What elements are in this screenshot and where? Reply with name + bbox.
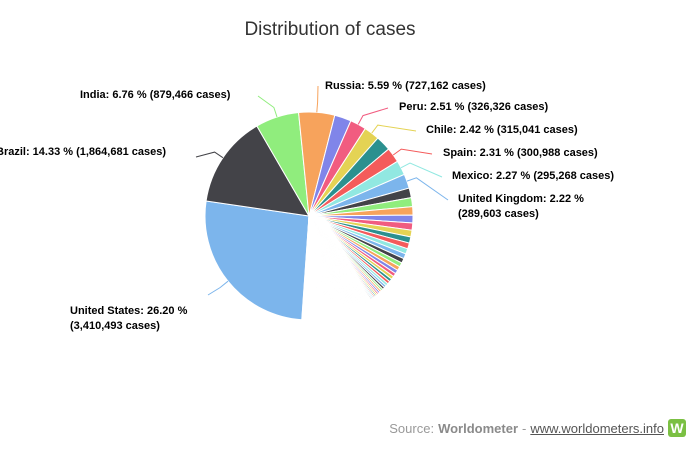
connector-united-states	[207, 280, 229, 296]
connector-spain	[392, 148, 433, 156]
connector-mexico	[400, 162, 443, 178]
connector-brazil	[195, 151, 224, 159]
data-label-russia: Russia: 5.59 % (727,162 cases)	[325, 80, 486, 92]
credit-separator: -	[522, 420, 527, 436]
data-labels: United States: 26.20 % (3,410,493 cases) B…	[0, 80, 614, 332]
data-label-chile: Chile: 2.42 % (315,041 cases)	[426, 124, 578, 136]
worldometer-logo-icon: W	[668, 419, 686, 437]
pie-slice-other[interactable]	[301, 215, 310, 321]
data-label-brazil: Brazil: 14.33 % (1,864,681 cases)	[0, 146, 166, 158]
data-label-united-states: United States: 26.20 % (3,410,493 cases)	[70, 305, 188, 332]
connector-chile	[371, 124, 417, 134]
source-credit: Source: Worldometer - www.worldometers.i…	[389, 419, 686, 437]
pie-slice-united-states[interactable]	[204, 200, 310, 321]
connector-india	[257, 95, 278, 118]
connector-russia	[316, 85, 319, 113]
data-label-spain: Spain: 2.31 % (300,988 cases)	[443, 147, 598, 159]
chart-title: Distribution of cases	[244, 19, 415, 40]
worldometers-link[interactable]: www.worldometers.info	[530, 420, 664, 436]
data-label-mexico: Mexico: 2.27 % (295,268 cases)	[452, 170, 614, 182]
connector-peru	[357, 107, 389, 125]
pie-slices	[204, 111, 414, 321]
data-label-peru: Peru: 2.51 % (326,326 cases)	[399, 101, 549, 113]
data-label-united-kingdom: United Kingdom: 2.22 % (289,603 cases)	[458, 193, 584, 220]
data-label-india: India: 6.76 % (879,466 cases)	[80, 89, 231, 101]
label-connectors	[195, 85, 449, 296]
credit-prefix: Source:	[389, 420, 435, 436]
credit-source: Worldometer	[438, 420, 518, 436]
connector-united-kingdom	[406, 177, 449, 201]
